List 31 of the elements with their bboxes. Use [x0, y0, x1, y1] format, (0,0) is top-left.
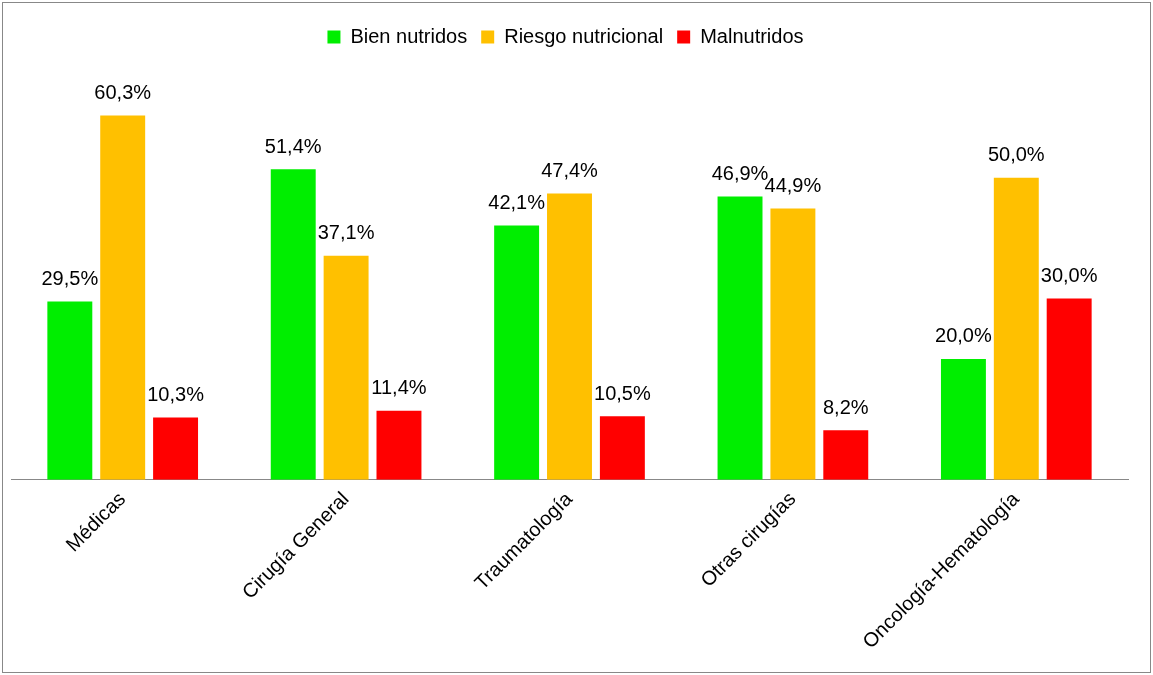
data-label: 60,3% — [94, 81, 152, 104]
data-label: 50,0% — [987, 143, 1045, 166]
legend-label: Malnutridos — [700, 24, 804, 47]
bar — [717, 196, 763, 480]
bar — [599, 416, 645, 480]
data-label: 51,4% — [264, 134, 322, 157]
bar — [1046, 298, 1092, 480]
bar — [993, 177, 1039, 480]
data-label: 42,1% — [488, 190, 546, 213]
data-label: 20,0% — [935, 324, 992, 347]
bar — [823, 430, 869, 480]
data-label: 11,4% — [371, 376, 427, 399]
legend-label: Bien nutridos — [350, 24, 468, 47]
legend-label: Riesgo nutricional — [504, 24, 664, 47]
data-label: 8,2% — [822, 395, 869, 418]
data-label: 37,1% — [317, 221, 375, 244]
bar — [153, 417, 199, 480]
bar — [940, 358, 986, 480]
data-label: 10,5% — [594, 381, 651, 404]
data-label: 10,3% — [147, 382, 205, 405]
data-label: 30,0% — [1040, 264, 1098, 287]
bar — [494, 225, 540, 480]
bar — [100, 115, 146, 480]
bar — [376, 410, 422, 480]
data-label: 29,5% — [41, 267, 99, 290]
data-label: 47,4% — [541, 158, 599, 181]
bar — [323, 255, 369, 480]
bar — [770, 208, 816, 480]
bar — [547, 193, 592, 480]
bar — [270, 169, 316, 480]
bar — [47, 301, 93, 480]
